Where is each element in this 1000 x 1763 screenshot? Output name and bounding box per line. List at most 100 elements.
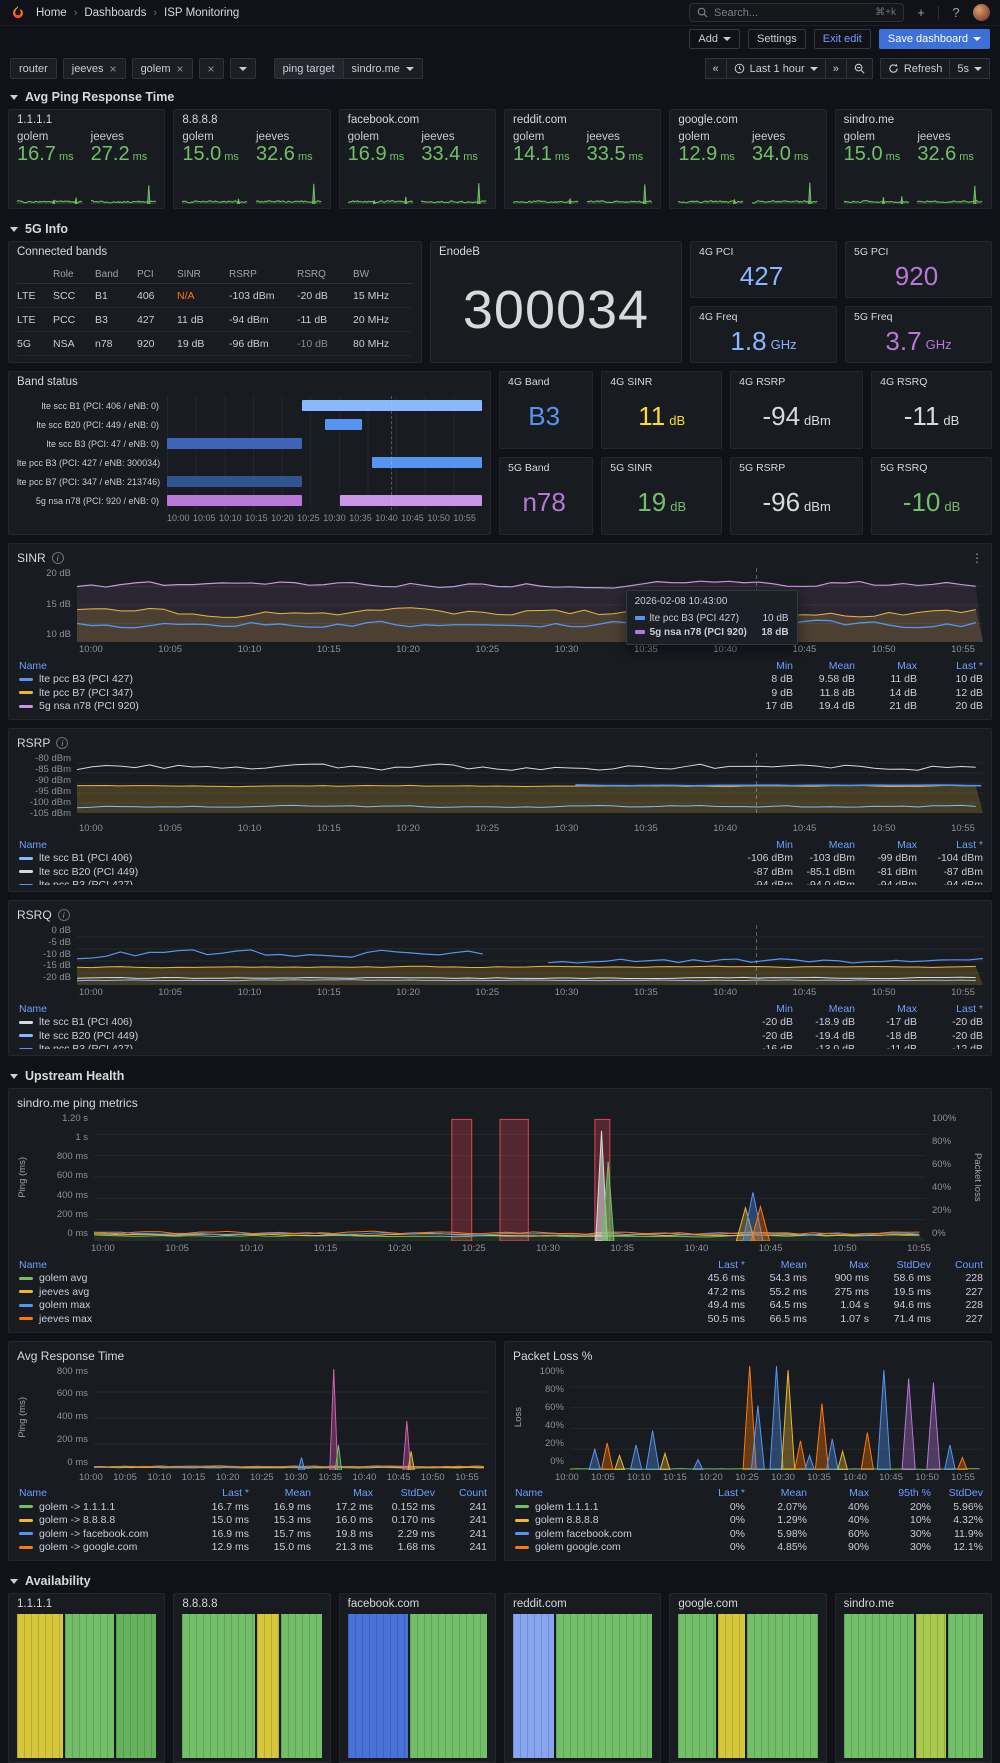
- panel-title[interactable]: google.com: [678, 114, 738, 126]
- table-header-cell[interactable]: Band: [95, 269, 119, 280]
- help-icon[interactable]: ?: [952, 5, 960, 20]
- zoom-out-button[interactable]: [845, 58, 873, 79]
- panel-title[interactable]: 5G RSRP: [739, 462, 786, 474]
- table-header-cell[interactable]: Role: [53, 269, 74, 280]
- panel-title[interactable]: 4G RSRP: [739, 376, 786, 388]
- legend-series-toggle[interactable]: lte pcc B3 (PCI 427): [19, 1043, 731, 1049]
- panel-title[interactable]: reddit.com: [512, 1598, 567, 1610]
- legend-series-toggle[interactable]: lte scc B1 (PCI 406): [19, 1016, 731, 1028]
- table-header-cell[interactable]: BW: [353, 269, 370, 280]
- search-input[interactable]: Search... ⌘+k: [689, 3, 904, 22]
- legend-series-toggle[interactable]: 5g nsa n78 (PCI 920): [19, 700, 731, 712]
- save-dashboard-button[interactable]: Save dashboard: [878, 29, 990, 49]
- breadcrumb-item[interactable]: ISP Monitoring: [164, 6, 240, 19]
- panel-title[interactable]: RSRQ: [17, 908, 52, 922]
- section-avg-ping-response-time[interactable]: Avg Ping Response Time: [0, 85, 1000, 109]
- add-panel-button[interactable]: Add: [689, 29, 740, 49]
- avatar[interactable]: [973, 4, 990, 21]
- ping-target-select[interactable]: sindro.me: [342, 58, 423, 79]
- refresh-interval-select[interactable]: 5s: [949, 58, 990, 79]
- legend-series-toggle[interactable]: lte pcc B7 (PCI 347): [19, 687, 731, 699]
- grafana-logo-icon[interactable]: [10, 5, 26, 21]
- breadcrumb-item[interactable]: Dashboards: [84, 6, 147, 19]
- legend-series-toggle[interactable]: golem facebook.com: [515, 1528, 683, 1540]
- panel-title[interactable]: sindro.me: [843, 114, 895, 126]
- table-header-cell[interactable]: RSRQ: [297, 269, 326, 280]
- settings-button[interactable]: Settings: [747, 29, 806, 49]
- panel-title[interactable]: 4G Freq: [699, 311, 738, 323]
- time-series-chart[interactable]: [77, 925, 983, 985]
- time-series-chart[interactable]: [570, 1365, 983, 1470]
- panel-title[interactable]: sindro.me ping metrics: [17, 1096, 138, 1110]
- add-icon[interactable]: +: [917, 5, 925, 20]
- add-filter-dropdown[interactable]: [229, 58, 256, 79]
- panel-title[interactable]: 4G RSRQ: [880, 376, 928, 388]
- panel-title[interactable]: 5G Band: [508, 462, 550, 474]
- legend-series-toggle[interactable]: lte scc B1 (PCI 406): [19, 852, 731, 864]
- panel-title[interactable]: 8.8.8.8: [182, 114, 218, 126]
- panel-title[interactable]: 5G RSRQ: [880, 462, 928, 474]
- band-status-chart[interactable]: lte scc B1 (PCI: 406 / eNB: 0) lte scc B…: [17, 396, 482, 510]
- panel-title[interactable]: Packet Loss %: [513, 1348, 593, 1363]
- section-availability[interactable]: Availability: [0, 1569, 1000, 1593]
- panel-title[interactable]: Avg Response Time: [17, 1348, 125, 1363]
- legend-series-toggle[interactable]: golem -> 8.8.8.8: [19, 1514, 187, 1526]
- time-series-chart[interactable]: [77, 753, 983, 813]
- panel-title[interactable]: Connected bands: [17, 246, 108, 258]
- legend-series-toggle[interactable]: golem -> facebook.com: [19, 1528, 187, 1540]
- refresh-button[interactable]: Refresh: [879, 58, 951, 79]
- info-icon[interactable]: i: [56, 737, 69, 749]
- remove-tag-icon[interactable]: ×: [109, 61, 117, 76]
- time-forward-button[interactable]: »: [824, 58, 847, 79]
- time-series-chart[interactable]: [94, 1113, 926, 1241]
- panel-title[interactable]: 5G SINR: [610, 462, 653, 474]
- panel-title[interactable]: google.com: [678, 1598, 738, 1610]
- legend-series-toggle[interactable]: golem avg: [19, 1272, 683, 1284]
- panel-title[interactable]: reddit.com: [512, 114, 567, 126]
- filter-tag-chip[interactable]: jeeves ×: [62, 58, 126, 79]
- legend-series-toggle[interactable]: golem 1.1.1.1: [515, 1501, 683, 1513]
- panel-title[interactable]: sindro.me: [843, 1598, 895, 1610]
- panel-title[interactable]: 4G Band: [508, 376, 550, 388]
- time-range-picker[interactable]: Last 1 hour: [725, 58, 826, 79]
- panel-title[interactable]: Band status: [17, 376, 78, 388]
- panel-title[interactable]: 5G Freq: [854, 311, 893, 323]
- table-header-cell[interactable]: RSRP: [229, 269, 257, 280]
- panel-title[interactable]: 4G SINR: [610, 376, 653, 388]
- filter-tag-chip[interactable]: router: [10, 58, 57, 79]
- panel-title[interactable]: EnodeB: [439, 246, 480, 258]
- panel-title[interactable]: 1.1.1.1: [17, 1598, 53, 1610]
- time-back-button[interactable]: «: [704, 58, 727, 79]
- time-series-chart[interactable]: [94, 1366, 487, 1470]
- panel-title[interactable]: 5G PCI: [854, 246, 889, 258]
- legend-series-toggle[interactable]: golem -> google.com: [19, 1541, 187, 1553]
- panel-title[interactable]: SINR: [17, 551, 46, 565]
- legend-series-toggle[interactable]: lte pcc B3 (PCI 427): [19, 673, 731, 685]
- panel-title[interactable]: RSRP: [17, 736, 51, 750]
- info-icon[interactable]: i: [57, 909, 70, 921]
- table-header-cell[interactable]: SINR: [177, 269, 201, 280]
- legend-series-toggle[interactable]: lte scc B20 (PCI 449): [19, 1030, 731, 1042]
- panel-title[interactable]: facebook.com: [347, 114, 420, 126]
- panel-title[interactable]: 8.8.8.8: [182, 1598, 218, 1610]
- info-icon[interactable]: i: [51, 552, 64, 564]
- legend-series-toggle[interactable]: golem google.com: [515, 1541, 683, 1553]
- legend-series-toggle[interactable]: jeeves max: [19, 1313, 683, 1325]
- filter-tag-chip[interactable]: golem ×: [131, 58, 193, 79]
- remove-tag-icon[interactable]: ×: [176, 61, 184, 76]
- exit-edit-button[interactable]: Exit edit: [813, 29, 871, 49]
- legend-series-toggle[interactable]: golem 8.8.8.8: [515, 1514, 683, 1526]
- clear-filter-button[interactable]: ×: [198, 58, 224, 79]
- legend-series-toggle[interactable]: golem -> 1.1.1.1: [19, 1501, 187, 1513]
- legend-series-toggle[interactable]: lte pcc B3 (PCI 427): [19, 879, 731, 885]
- time-series-chart[interactable]: [77, 568, 983, 642]
- section-5g-info[interactable]: 5G Info: [0, 217, 1000, 241]
- section-upstream-health[interactable]: Upstream Health: [0, 1064, 1000, 1088]
- table-header-cell[interactable]: PCI: [137, 269, 154, 280]
- panel-menu-icon[interactable]: ⋮: [971, 551, 983, 565]
- legend-series-toggle[interactable]: lte scc B20 (PCI 449): [19, 866, 731, 878]
- legend-series-toggle[interactable]: jeeves avg: [19, 1286, 683, 1298]
- panel-title[interactable]: 4G PCI: [699, 246, 734, 258]
- panel-title[interactable]: 1.1.1.1: [17, 114, 53, 126]
- legend-series-toggle[interactable]: golem max: [19, 1299, 683, 1311]
